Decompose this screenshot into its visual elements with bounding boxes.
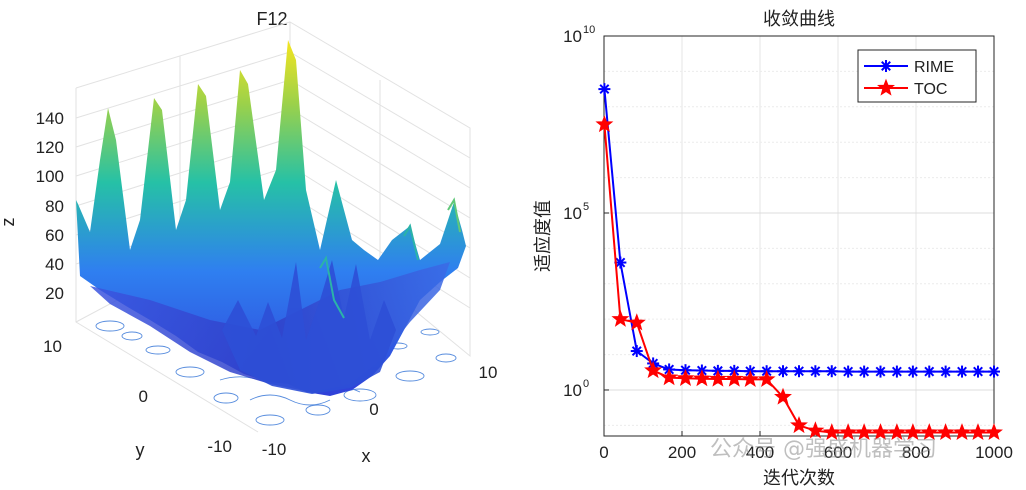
series-line-rime [603,89,994,373]
data-point-toc [855,423,874,441]
data-point-toc [741,369,760,387]
data-point-toc [953,423,971,441]
z-tick: 140 [36,109,64,128]
x-tick: 0 [369,400,378,419]
watermark: 公众号 @强盛机器学习 [710,437,937,462]
z-tick: 80 [45,197,64,216]
y-axis-label: y [136,440,145,460]
data-point-rime [825,365,838,378]
y-tick-label: 10 [563,204,582,223]
legend-rime-label: RIME [914,59,954,76]
x-tick: 10 [479,363,498,382]
y-tick: -10 [207,437,232,456]
data-point-rime [988,365,1000,378]
data-point-rime [874,365,887,378]
data-point-toc [920,423,939,441]
y-tick-exponent: 0 [583,378,589,390]
x-tick-label: 0 [599,443,608,462]
data-point-toc [936,423,955,441]
data-point-toc [985,423,1003,441]
data-point-toc [969,423,987,441]
data-point-toc [692,369,711,387]
data-point-rime [598,83,611,96]
data-point-toc [611,309,630,327]
data-point-toc [676,368,695,386]
data-point-toc [660,368,679,386]
data-point-toc [790,415,808,434]
y-tick: 0 [139,387,148,406]
z-tick: 100 [36,167,64,186]
data-point-rime [890,365,903,378]
y-tick: 10 [43,337,62,356]
data-point-rime [809,365,822,378]
data-point-toc [903,423,922,441]
data-point-toc [774,387,792,405]
data-point-toc [627,313,646,331]
x-tick-label: 200 [668,443,696,462]
y-tick-exponent: 10 [583,24,595,36]
y-tick-exponent: 5 [583,201,589,213]
data-point-rime [858,365,871,378]
data-point-toc [871,423,890,441]
z-tick: 60 [45,226,64,245]
legend-rime-asterisk [880,60,892,72]
y-axis-label: 适应度值 [533,200,554,272]
z-tick: 120 [36,138,64,157]
data-point-rime [923,365,936,378]
legend-toc-label: TOC [914,81,947,98]
z-tick: 20 [45,284,64,303]
surface-body [76,40,466,396]
legend-rime-marker [880,60,892,72]
legend-box [857,49,977,103]
data-point-toc [887,423,906,441]
data-point-rime [793,365,805,378]
data-point-rime [972,365,985,378]
data-point-toc [644,361,663,379]
data-point-toc [595,115,614,133]
data-point-toc [725,369,744,387]
z-axis-label: z [0,218,18,227]
series-rime [598,83,1000,378]
y-tick-label: 10 [563,27,582,46]
data-point-rime [777,365,790,378]
y-ticks: 10 0 -10 [43,337,232,456]
data-point-rime [956,365,969,378]
x-tick-label: 800 [902,443,930,462]
data-point-rime [630,345,643,358]
y-tick-label: 10 [563,381,582,400]
x-tick-label: 1000 [975,443,1013,462]
plot-frame [603,35,995,437]
x-ticks: -10 0 10 [262,363,498,459]
surface-title: F12 [256,9,287,29]
z-tick: 40 [45,255,64,274]
data-point-toc [806,421,825,439]
x-tick-label: 600 [824,443,852,462]
convergence-title: 收敛曲线 [763,9,835,30]
data-point-rime [842,365,855,378]
x-tick-label: 400 [746,443,774,462]
surface-plot: F12 [0,9,497,466]
x-ticks: 0 200 400 600 800 1000 [599,431,1013,462]
data-point-rime [939,365,952,378]
legend-toc-marker [877,78,895,96]
data-point-toc [757,369,776,387]
series-line-toc [603,124,994,434]
x-tick: -10 [262,440,287,459]
x-axis-label: 迭代次数 [763,468,835,489]
series-toc [595,115,1003,441]
data-point-toc [708,369,727,387]
data-point-rime [906,365,919,378]
data-point-toc [839,423,858,441]
legend-toc-star [877,78,895,96]
z-ticks: 140 120 100 80 60 40 20 [36,109,64,303]
series-layer [595,83,1003,441]
x-axis-label: x [362,446,371,466]
legend: RIME TOC [857,49,977,103]
data-point-toc [822,423,841,441]
